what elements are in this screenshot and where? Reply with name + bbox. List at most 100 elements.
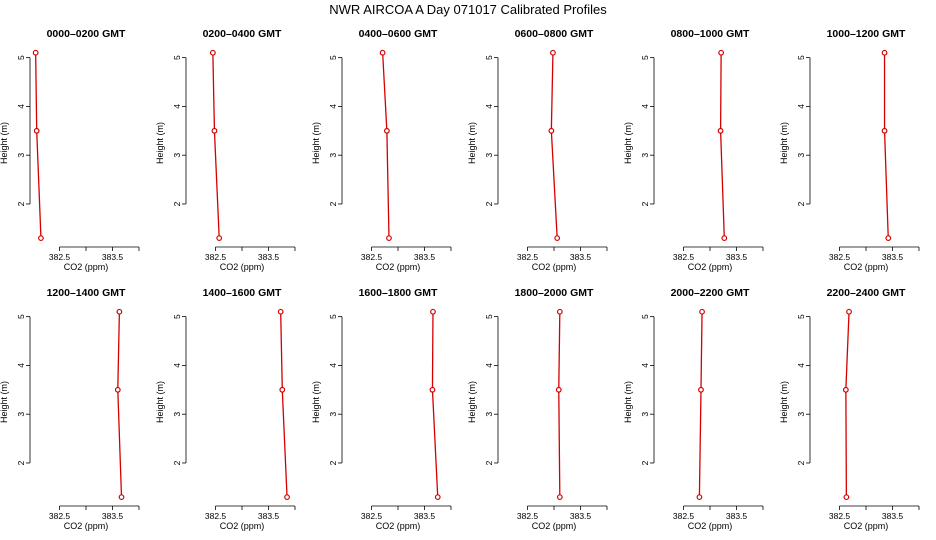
- x-axis-label: CO2 (ppm): [844, 521, 889, 531]
- x-tick-label: 382.5: [673, 511, 695, 521]
- data-point: [211, 127, 218, 134]
- data-point: [430, 308, 436, 315]
- y-tick-label: 4: [640, 363, 650, 368]
- y-tick-label: 2: [172, 201, 182, 206]
- x-axis-label: CO2 (ppm): [376, 521, 421, 531]
- data-point: [383, 127, 390, 134]
- y-axis-label: Height (m): [779, 122, 789, 164]
- panel-6: 1000–1200 GMT 382.5 383.5 2 3 4 5 CO2 (ppm) Heig…: [779, 28, 920, 272]
- y-tick-label: 4: [328, 363, 338, 368]
- x-tick-label: 382.5: [49, 252, 71, 262]
- profile-line: [212, 52, 220, 239]
- panel-title: 0000–0200 GMT: [47, 28, 126, 40]
- y-tick-label: 3: [172, 412, 182, 417]
- data-point: [554, 235, 561, 242]
- data-point: [284, 494, 290, 501]
- y-tick-label: 2: [640, 201, 650, 206]
- y-tick-label: 2: [484, 460, 494, 465]
- y-axis-label: Height (m): [623, 381, 633, 423]
- profile-line: [280, 311, 288, 498]
- x-tick-label: 383.5: [258, 252, 280, 262]
- y-tick-label: 2: [328, 460, 338, 465]
- x-axis-label: CO2 (ppm): [64, 262, 109, 272]
- y-tick-label: 4: [796, 363, 806, 368]
- y-tick-label: 3: [484, 153, 494, 158]
- panel-3: 0400–0600 GMT 382.5 383.5 2 3 4 5 CO2 (ppm) Heig…: [311, 28, 452, 272]
- y-tick-label: 2: [796, 201, 806, 206]
- y-axis-label: Height (m): [779, 381, 789, 423]
- y-tick-label: 3: [484, 412, 494, 417]
- panel-8: 1400–1600 GMT 382.5 383.5 2 3 4 5 CO2 (ppm) Heig…: [155, 287, 296, 531]
- panel-11: 2000–2200 GMT 382.5 383.5 2 3 4 5 CO2 (ppm) Heig…: [623, 287, 764, 531]
- x-axis-label: CO2 (ppm): [376, 262, 421, 272]
- x-tick-label: 383.5: [102, 511, 124, 521]
- y-tick-label: 2: [172, 460, 182, 465]
- panel-title: 1200–1400 GMT: [47, 287, 126, 299]
- y-tick-label: 3: [640, 153, 650, 158]
- y-axis-label: Height (m): [155, 381, 165, 423]
- x-tick-label: 382.5: [517, 511, 539, 521]
- x-axis-label: CO2 (ppm): [688, 262, 733, 272]
- y-tick-label: 5: [796, 314, 806, 319]
- x-tick-label: 383.5: [570, 252, 592, 262]
- x-tick-label: 382.5: [673, 252, 695, 262]
- panel-title: 1400–1600 GMT: [203, 287, 282, 299]
- profile-line: [381, 52, 390, 239]
- data-point: [842, 386, 849, 393]
- data-point: [550, 49, 556, 56]
- y-tick-label: 3: [328, 153, 338, 158]
- panel-title: 1000–1200 GMT: [827, 28, 906, 40]
- panel-title: 0400–0600 GMT: [359, 28, 438, 40]
- x-tick-label: 382.5: [205, 511, 227, 521]
- data-point: [118, 494, 125, 501]
- x-tick-label: 382.5: [829, 511, 851, 521]
- x-tick-label: 383.5: [726, 511, 748, 521]
- data-point: [718, 49, 725, 56]
- data-point: [114, 386, 121, 393]
- y-tick-label: 5: [640, 314, 650, 319]
- y-tick-label: 3: [640, 412, 650, 417]
- y-tick-label: 4: [16, 104, 26, 109]
- data-point: [881, 127, 888, 134]
- profile-line: [550, 52, 558, 239]
- x-tick-label: 383.5: [570, 511, 592, 521]
- panels: 0000–0200 GMT 382.5 383.5 2 3 4 5 CO2 (ppm) Heig…: [0, 28, 920, 531]
- y-tick-label: 5: [172, 55, 182, 60]
- panel-5: 0800–1000 GMT 382.5 383.5 2 3 4 5 CO2 (ppm) Heig…: [623, 28, 764, 272]
- y-tick-label: 3: [16, 153, 26, 158]
- x-tick-label: 382.5: [205, 252, 227, 262]
- x-tick-label: 383.5: [258, 511, 280, 521]
- profile-line: [35, 52, 42, 239]
- x-axis-label: CO2 (ppm): [220, 262, 265, 272]
- x-axis-label: CO2 (ppm): [844, 262, 889, 272]
- x-tick-label: 382.5: [49, 511, 71, 521]
- panel-4: 0600–0800 GMT 382.5 383.5 2 3 4 5 CO2 (ppm) Heig…: [467, 28, 608, 272]
- data-point: [696, 494, 703, 501]
- data-point: [881, 49, 888, 56]
- y-tick-label: 5: [328, 55, 338, 60]
- data-point: [699, 308, 705, 315]
- profile-line: [719, 52, 725, 239]
- y-tick-label: 5: [796, 55, 806, 60]
- y-tick-label: 4: [328, 104, 338, 109]
- panel-title: 2200–2400 GMT: [827, 287, 906, 299]
- profile-line: [698, 311, 703, 498]
- y-tick-label: 4: [796, 104, 806, 109]
- x-tick-label: 383.5: [882, 252, 904, 262]
- y-tick-label: 4: [484, 363, 494, 368]
- data-point: [885, 235, 892, 242]
- data-point: [386, 235, 392, 242]
- y-axis-label: Height (m): [0, 122, 9, 164]
- x-tick-label: 382.5: [829, 252, 851, 262]
- data-point: [434, 494, 441, 501]
- y-tick-label: 4: [172, 104, 182, 109]
- panel-title: 1800–2000 GMT: [515, 287, 594, 299]
- data-point: [33, 127, 40, 134]
- x-axis-label: CO2 (ppm): [532, 262, 577, 272]
- panel-9: 1600–1800 GMT 382.5 383.5 2 3 4 5 CO2 (ppm) Heig…: [311, 287, 452, 531]
- profile-line: [883, 52, 889, 239]
- data-point: [277, 308, 284, 315]
- panel-10: 1800–2000 GMT 382.5 383.5 2 3 4 5 CO2 (ppm) Heig…: [467, 287, 608, 531]
- x-tick-label: 383.5: [414, 511, 436, 521]
- x-tick-label: 382.5: [361, 511, 383, 521]
